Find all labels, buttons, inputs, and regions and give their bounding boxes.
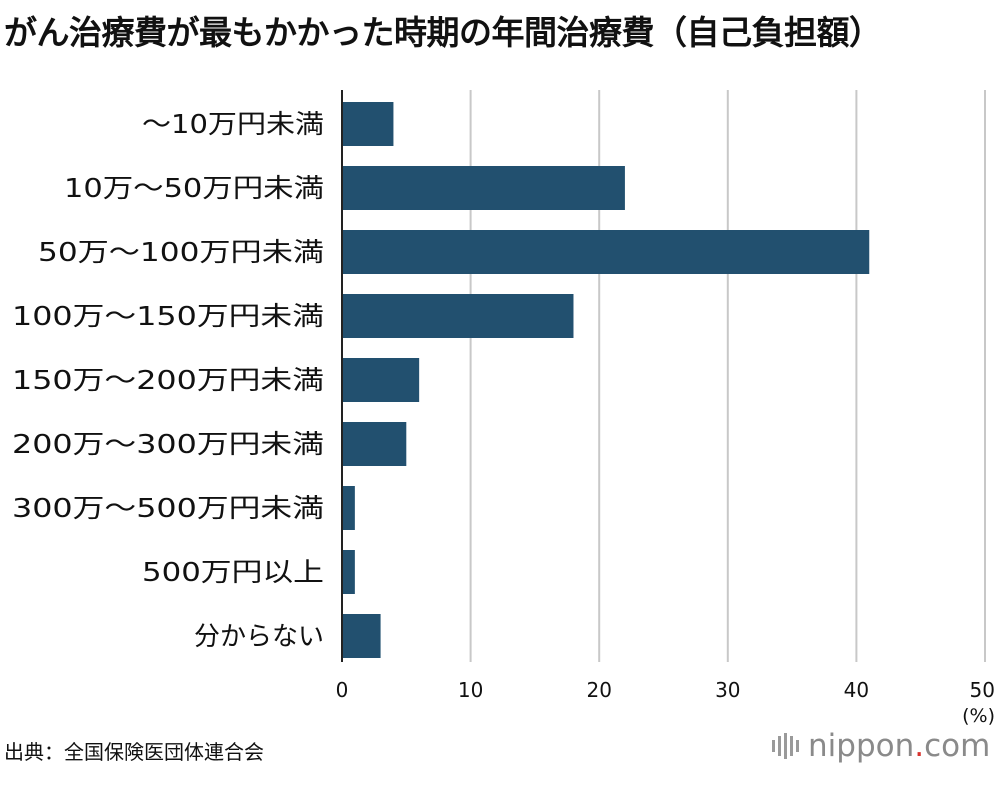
bar <box>342 486 355 530</box>
nippon-logo: nippon. com <box>772 728 990 764</box>
category-label: 150万〜200万円未満 <box>12 366 324 396</box>
category-label: 分からない <box>194 622 324 652</box>
logo-tld: com <box>924 728 991 764</box>
category-labels: 〜10万円未満 10万〜50万円未満 50万〜100万円未満 100万〜150万円未満… <box>12 110 324 652</box>
x-tick-label: 20 <box>586 678 611 702</box>
category-label: 10万〜50万円未満 <box>64 174 324 204</box>
logo-dot: . <box>914 728 925 764</box>
source-note: 出典：全国保険医団体連合会 <box>4 740 264 764</box>
bar <box>342 294 574 338</box>
x-tick-label: 30 <box>715 678 740 702</box>
bar <box>342 550 355 594</box>
x-tick-label: 0 <box>336 678 349 702</box>
category-label: 200万〜300万円未満 <box>12 430 324 460</box>
bar <box>342 358 420 402</box>
chart-title: がん治療費が最もかかった時期の年間治療費（自己負担額） <box>4 13 882 52</box>
x-axis-unit: (%) <box>962 705 995 727</box>
logo-bars-icon <box>772 733 802 759</box>
bar <box>342 614 381 658</box>
logo-name: nippon <box>808 728 915 764</box>
category-label: 500万円以上 <box>142 558 324 588</box>
x-axis-ticks: 0 10 20 30 40 50 <box>336 678 995 702</box>
bars <box>342 102 870 658</box>
bar <box>342 102 394 146</box>
category-label: 300万〜500万円未満 <box>12 494 324 524</box>
x-tick-label: 50 <box>970 678 995 702</box>
x-tick-label: 40 <box>844 678 869 702</box>
category-label: 〜10万円未満 <box>142 110 324 140</box>
bar <box>342 422 407 466</box>
category-label: 50万〜100万円未満 <box>38 238 324 268</box>
x-tick-label: 10 <box>458 678 483 702</box>
bar <box>342 230 870 274</box>
bar <box>342 166 625 210</box>
category-label: 100万〜150万円未満 <box>12 302 324 332</box>
